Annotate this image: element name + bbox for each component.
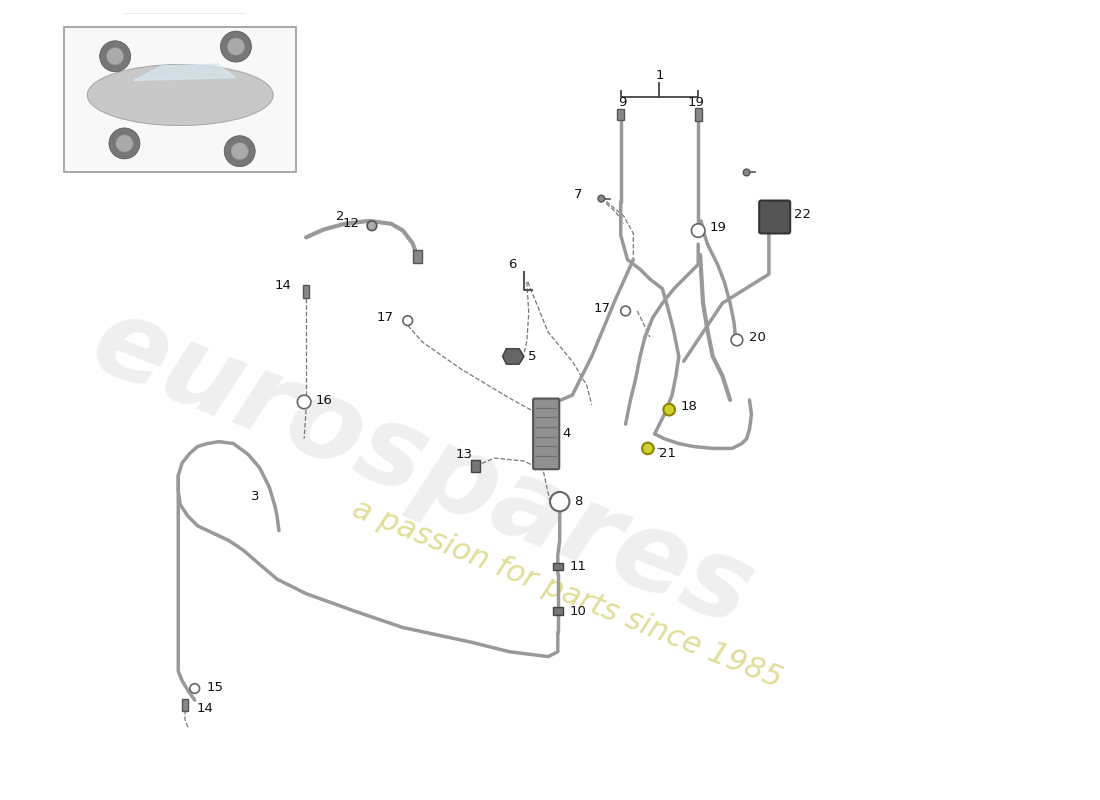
Text: 15: 15 xyxy=(207,681,223,694)
Circle shape xyxy=(228,38,244,55)
Text: 17: 17 xyxy=(376,311,393,324)
Text: 19: 19 xyxy=(688,96,705,110)
Bar xyxy=(471,460,480,472)
Text: 10: 10 xyxy=(570,605,586,618)
Text: eurospares: eurospares xyxy=(77,286,768,649)
Bar xyxy=(64,27,296,173)
Text: 12: 12 xyxy=(342,218,360,230)
Text: 17: 17 xyxy=(594,302,612,314)
Text: 13: 13 xyxy=(455,448,472,461)
Circle shape xyxy=(220,31,252,62)
Circle shape xyxy=(231,142,249,160)
Text: 9: 9 xyxy=(618,96,627,110)
Bar xyxy=(182,699,188,710)
FancyBboxPatch shape xyxy=(759,201,790,234)
Circle shape xyxy=(620,306,630,316)
Bar xyxy=(553,562,562,570)
Text: 2: 2 xyxy=(336,210,344,222)
Circle shape xyxy=(297,395,311,409)
Text: 19: 19 xyxy=(710,221,727,234)
Bar xyxy=(774,205,782,214)
Text: 4: 4 xyxy=(562,427,571,440)
Circle shape xyxy=(109,128,140,159)
Circle shape xyxy=(598,195,605,202)
Circle shape xyxy=(550,492,570,511)
Circle shape xyxy=(744,169,750,176)
Bar xyxy=(412,250,422,263)
Text: 5: 5 xyxy=(528,350,537,363)
Circle shape xyxy=(116,134,133,152)
Circle shape xyxy=(663,404,675,415)
Text: 14: 14 xyxy=(275,279,292,292)
Text: 7: 7 xyxy=(573,188,582,202)
Circle shape xyxy=(224,136,255,166)
Text: 16: 16 xyxy=(316,394,332,406)
Bar xyxy=(617,109,624,120)
Text: 1: 1 xyxy=(656,69,663,82)
FancyBboxPatch shape xyxy=(534,398,559,470)
Circle shape xyxy=(732,334,742,346)
Text: 3: 3 xyxy=(251,490,260,503)
Bar xyxy=(304,285,309,298)
Text: 11: 11 xyxy=(570,560,586,573)
Circle shape xyxy=(367,221,376,230)
Text: 22: 22 xyxy=(794,208,811,221)
Text: 8: 8 xyxy=(574,495,583,508)
Circle shape xyxy=(692,224,705,238)
Text: 14: 14 xyxy=(197,702,213,715)
Circle shape xyxy=(190,684,199,694)
Circle shape xyxy=(100,41,131,72)
Ellipse shape xyxy=(87,65,273,126)
Text: a passion for parts since 1985: a passion for parts since 1985 xyxy=(349,494,786,694)
Bar xyxy=(695,107,702,121)
Text: 6: 6 xyxy=(508,258,516,271)
Circle shape xyxy=(107,47,124,65)
Text: 18: 18 xyxy=(681,400,697,414)
Bar xyxy=(553,607,562,615)
Polygon shape xyxy=(503,349,524,364)
Polygon shape xyxy=(106,0,254,13)
Text: 20: 20 xyxy=(748,330,766,343)
Polygon shape xyxy=(134,64,236,81)
Circle shape xyxy=(403,316,412,326)
Text: 21: 21 xyxy=(660,446,676,460)
Circle shape xyxy=(642,442,653,454)
